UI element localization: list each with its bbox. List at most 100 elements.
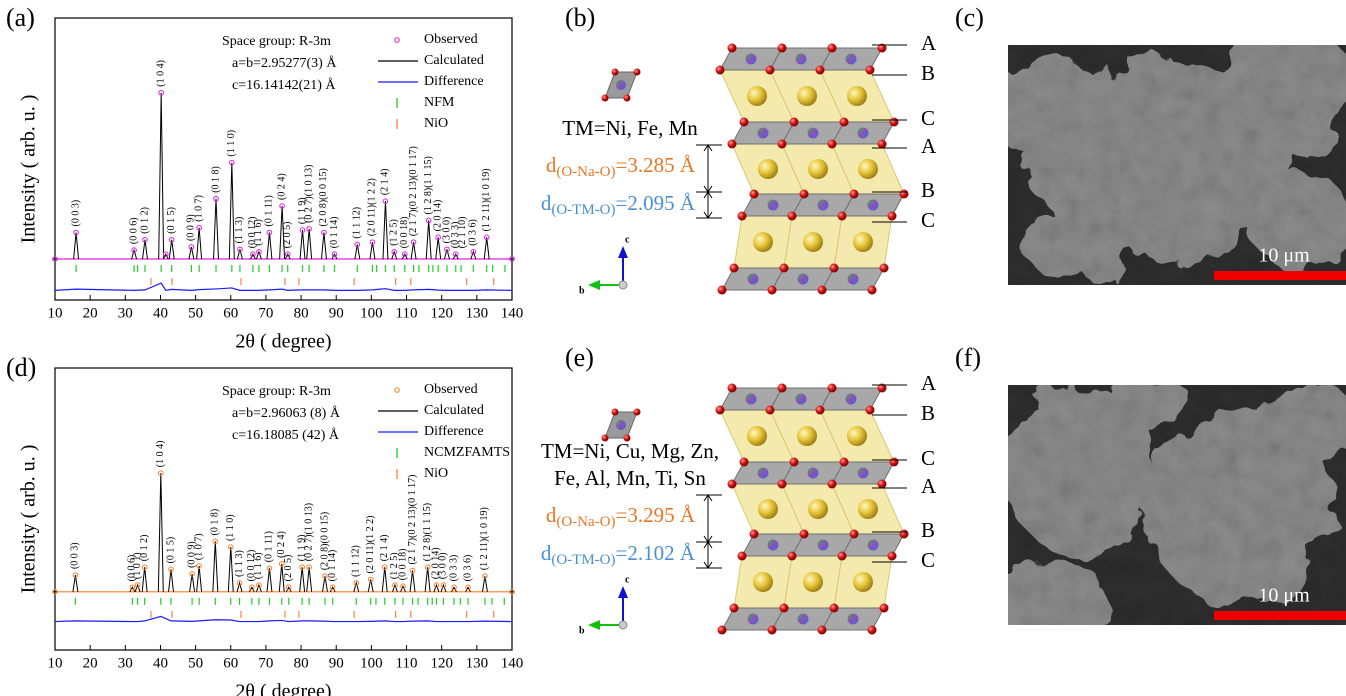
- oxygen: [800, 530, 809, 539]
- figure: (a)1020304050607080901001101201301402θ (…: [0, 0, 1346, 696]
- oxygen: [778, 480, 787, 489]
- oxygen: [840, 118, 849, 127]
- oxygen: [730, 264, 739, 273]
- x-tick-label: 60: [223, 305, 238, 321]
- tm-atom: [808, 128, 819, 139]
- legend-label: Difference: [424, 424, 484, 439]
- x-tick-label: 130: [466, 305, 489, 321]
- oxygen: [780, 604, 789, 613]
- annotation: c=16.18085 (42) Å: [232, 427, 340, 443]
- icon-oxygen: [612, 409, 619, 416]
- oxygen: [818, 626, 827, 635]
- oxygen: [890, 118, 899, 127]
- oxygen: [840, 458, 849, 467]
- layer-label: C: [921, 106, 935, 130]
- peak-label: (1 2 11)(1 0 19): [479, 507, 490, 570]
- tm-atom: [848, 614, 859, 625]
- tm-atom: [798, 274, 809, 285]
- tm-atom: [868, 540, 879, 551]
- peak-label: (1 0 7): [193, 195, 204, 222]
- peak-label: (0 2 7)(1 0 13): [303, 165, 314, 223]
- tm-atom: [768, 200, 779, 211]
- icon-oxygen: [624, 95, 631, 102]
- legend-label: Calculated: [424, 53, 484, 68]
- x-tick-label: 80: [294, 305, 309, 321]
- calculated-peak: [321, 233, 326, 260]
- legend-label: NiO: [424, 116, 448, 131]
- oxygen: [728, 140, 737, 149]
- tm-atom: [796, 394, 807, 405]
- oxygen: [790, 118, 799, 127]
- axis-c-head: [618, 246, 628, 258]
- oxygen: [828, 384, 837, 393]
- scale-label: 10 μm: [1258, 245, 1310, 267]
- peak-label: (2 0 5): [283, 555, 294, 582]
- x-tick-label: 90: [329, 655, 344, 671]
- peak-label: (0 0 3): [70, 200, 81, 227]
- legend-label: Observed: [424, 382, 478, 397]
- axis-origin: [619, 621, 627, 629]
- layer-label: C: [921, 446, 935, 470]
- layer-label: A: [921, 134, 937, 158]
- oxygen: [838, 212, 847, 221]
- oxygen: [780, 264, 789, 273]
- calculated-peak: [143, 240, 148, 259]
- x-tick-label: 10: [48, 655, 63, 671]
- na-atom: [758, 159, 778, 179]
- tm-atom: [846, 54, 857, 65]
- oxygen: [788, 212, 797, 221]
- oxygen: [838, 552, 847, 561]
- peak-label: (0 1 5): [166, 207, 177, 234]
- y-axis-title: Intensity ( arb. u. ): [18, 445, 40, 594]
- oxygen: [888, 212, 897, 221]
- oxygen: [790, 458, 799, 467]
- peak-label: (1 1 12): [352, 207, 363, 239]
- distance-text: d(O-Na-O)=3.295 Å: [546, 503, 696, 531]
- legend-label: Difference: [424, 74, 484, 89]
- peak-label: (2 0 11)(1 2 2): [365, 516, 376, 574]
- icon-oxygen: [602, 95, 609, 102]
- oxygen: [866, 406, 875, 415]
- distance-symbol: d: [546, 503, 557, 527]
- na-atom: [797, 86, 817, 106]
- na-atom: [847, 426, 867, 446]
- peak-label: (0 1 5): [165, 537, 176, 564]
- peak-label: (0 3 6): [468, 219, 479, 246]
- difference-line: [55, 283, 512, 290]
- calculated-peak: [425, 567, 430, 592]
- oxygen: [738, 552, 747, 561]
- layer-label: B: [921, 518, 935, 542]
- x-axis-title: 2θ ( degree): [235, 681, 331, 696]
- oxygen: [850, 190, 859, 199]
- x-tick-label: 10: [48, 305, 63, 321]
- x-tick-label: 20: [83, 655, 98, 671]
- calculated-peak: [410, 571, 415, 592]
- oxygen: [750, 190, 759, 199]
- na-atom: [853, 572, 873, 592]
- oxygen: [768, 626, 777, 635]
- legend-marker: [395, 388, 400, 393]
- peak-label: (2 1 4): [380, 169, 391, 196]
- calculated-peak: [383, 201, 388, 259]
- calculated-peak: [382, 567, 387, 592]
- oxygen: [830, 604, 839, 613]
- x-tick-label: 100: [360, 305, 383, 321]
- x-tick-label: 90: [329, 305, 344, 321]
- x-tick-label: 120: [430, 655, 453, 671]
- oxygen: [890, 458, 899, 467]
- peak-label: (1 0 7): [193, 533, 204, 560]
- layer-label: A: [921, 474, 937, 498]
- oxygen: [866, 66, 875, 75]
- peak-label: (0 1 14): [327, 550, 338, 582]
- oxygen: [830, 264, 839, 273]
- x-tick-label: 50: [188, 305, 203, 321]
- calculated-peak: [214, 199, 219, 259]
- distance-sub: (O-TM-O): [551, 202, 615, 218]
- peak-label: (3 0 0): [438, 552, 449, 579]
- tm-atom: [808, 468, 819, 479]
- axis-label: b: [579, 625, 585, 636]
- peak-label: (0 0 3): [70, 542, 81, 569]
- tm-atom: [758, 468, 769, 479]
- tm-atom: [868, 200, 879, 211]
- layer-label: C: [921, 548, 935, 572]
